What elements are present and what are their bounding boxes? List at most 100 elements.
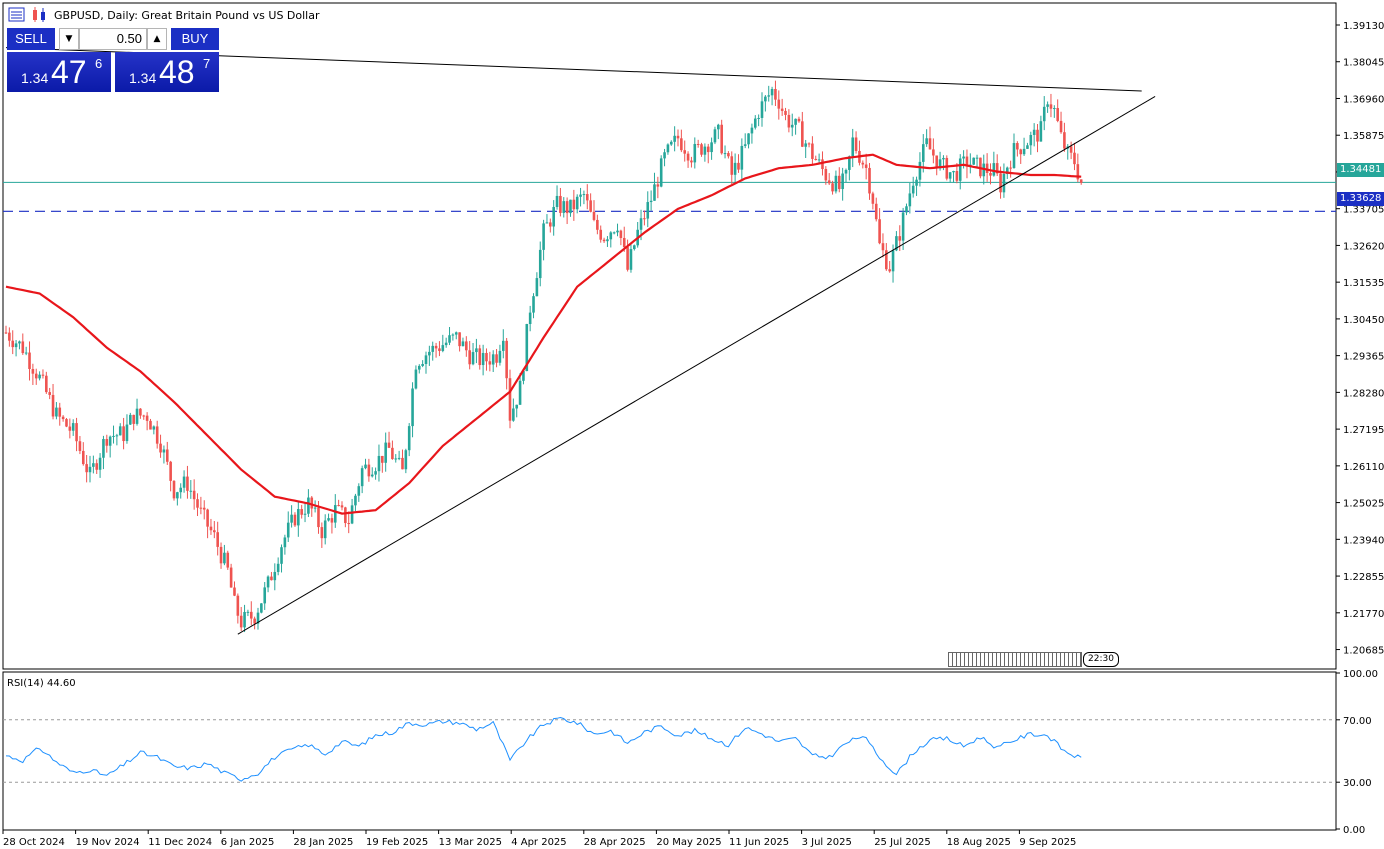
bearish-candle [213,530,216,533]
price-tick-label: 1.23940 [1343,535,1384,546]
time-tick-label: 6 Jan 2025 [221,837,275,848]
time-tick-label: 19 Nov 2024 [76,837,140,848]
bullish-candle [327,518,330,521]
time-tick-label: 9 Sep 2025 [1019,837,1076,848]
bearish-candle [340,505,344,508]
bearish-candle [602,239,606,242]
bullish-candle [525,324,529,372]
time-tick-label: 4 Apr 2025 [511,837,566,848]
bullish-candle [921,144,925,162]
bearish-candle [317,507,320,528]
sell-price-quote[interactable]: 1.34 47 6 [7,52,111,92]
bearish-candle [505,340,508,379]
bearish-candle [888,269,891,272]
lot-decrease-button[interactable]: ▼ [59,28,79,50]
bullish-candle [911,185,915,194]
sell-price-prefix: 1.34 [21,70,49,86]
bearish-candle [488,361,492,365]
bullish-candle [659,158,663,187]
bullish-candle [354,495,357,506]
rsi-label: RSI(14) 44.60 [7,678,76,689]
sell-button[interactable]: SELL [7,28,55,50]
bullish-candle [417,365,421,370]
buy-button[interactable]: BUY [171,28,219,50]
bullish-candle [616,230,619,233]
bullish-candle [609,232,613,240]
bullish-candle [962,156,965,159]
lot-increase-button[interactable]: ▲ [147,28,167,50]
bearish-candle [293,514,297,526]
time-tick-label: 28 Apr 2025 [584,837,646,848]
bullish-candle [757,117,760,119]
bullish-candle [246,611,250,613]
bullish-candle [263,587,267,604]
support-trendline [237,96,1156,635]
chart-window-icon[interactable] [8,7,25,22]
bearish-candle [1069,146,1073,153]
chart-type-icon[interactable] [33,7,45,22]
bullish-candle [397,457,401,459]
bearish-candle [559,195,562,213]
bullish-candle [92,463,95,467]
bearish-candle [236,595,240,616]
bullish-candle [260,603,263,613]
bullish-candle [767,95,771,97]
bearish-candle [999,173,1002,193]
bearish-candle [801,121,804,147]
bearish-candle [656,184,660,187]
bearish-candle [626,247,629,270]
bullish-candle [582,194,586,196]
bullish-candle [639,218,643,230]
one-click-trading-panel: SELL ▼ 0.50 ▲ BUY 1.34 47 6 1.34 48 7 [7,28,219,92]
bullish-candle [653,184,656,201]
bullish-candle [102,439,105,458]
bearish-candle [391,447,394,460]
bullish-candle [669,141,673,145]
bullish-candle [918,161,922,180]
bullish-candle [498,350,502,363]
bullish-candle [760,101,764,118]
bullish-candle [307,497,310,514]
bearish-candle [139,408,142,416]
bearish-candle [784,110,787,115]
bullish-candle [333,505,337,523]
buy-price-quote[interactable]: 1.34 48 7 [115,52,219,92]
price-tick-label: 1.21770 [1343,609,1384,620]
sell-price-fraction: 6 [95,56,103,71]
bearish-candle [199,507,203,509]
bearish-candle [229,567,233,588]
bearish-candle [122,426,125,442]
price-tick-label: 1.22855 [1343,572,1384,583]
bearish-candle [995,163,999,174]
time-tick-label: 28 Jan 2025 [293,837,353,848]
bearish-candle [700,144,703,155]
bearish-candle [192,490,196,500]
bearish-candle [458,332,461,347]
bearish-candle [989,172,992,176]
bearish-candle [549,222,552,227]
price-tick-label: 1.35875 [1343,131,1384,142]
bullish-candle [545,222,549,224]
bullish-candle [283,537,287,548]
bullish-candle [703,146,707,155]
bullish-candle [451,334,455,336]
bullish-candle [908,193,912,207]
bullish-candle [817,159,821,161]
chart-scroll-scale[interactable] [948,652,1082,667]
bearish-candle [159,443,162,453]
bearish-candle [28,352,31,370]
bearish-candle [142,415,146,417]
bullish-candle [532,296,535,313]
bullish-candle [323,520,327,539]
bullish-candle [357,486,361,496]
bullish-candle [55,407,58,417]
bullish-candle [958,158,962,181]
bullish-candle [794,118,797,125]
buy-price-fraction: 7 [203,56,211,71]
rsi-tick-label: 100.00 [1343,669,1378,680]
bullish-candle [115,435,119,437]
price-tick-label: 1.30450 [1343,315,1384,326]
lot-size-input[interactable]: 0.50 [79,28,147,50]
bullish-candle [441,345,445,351]
